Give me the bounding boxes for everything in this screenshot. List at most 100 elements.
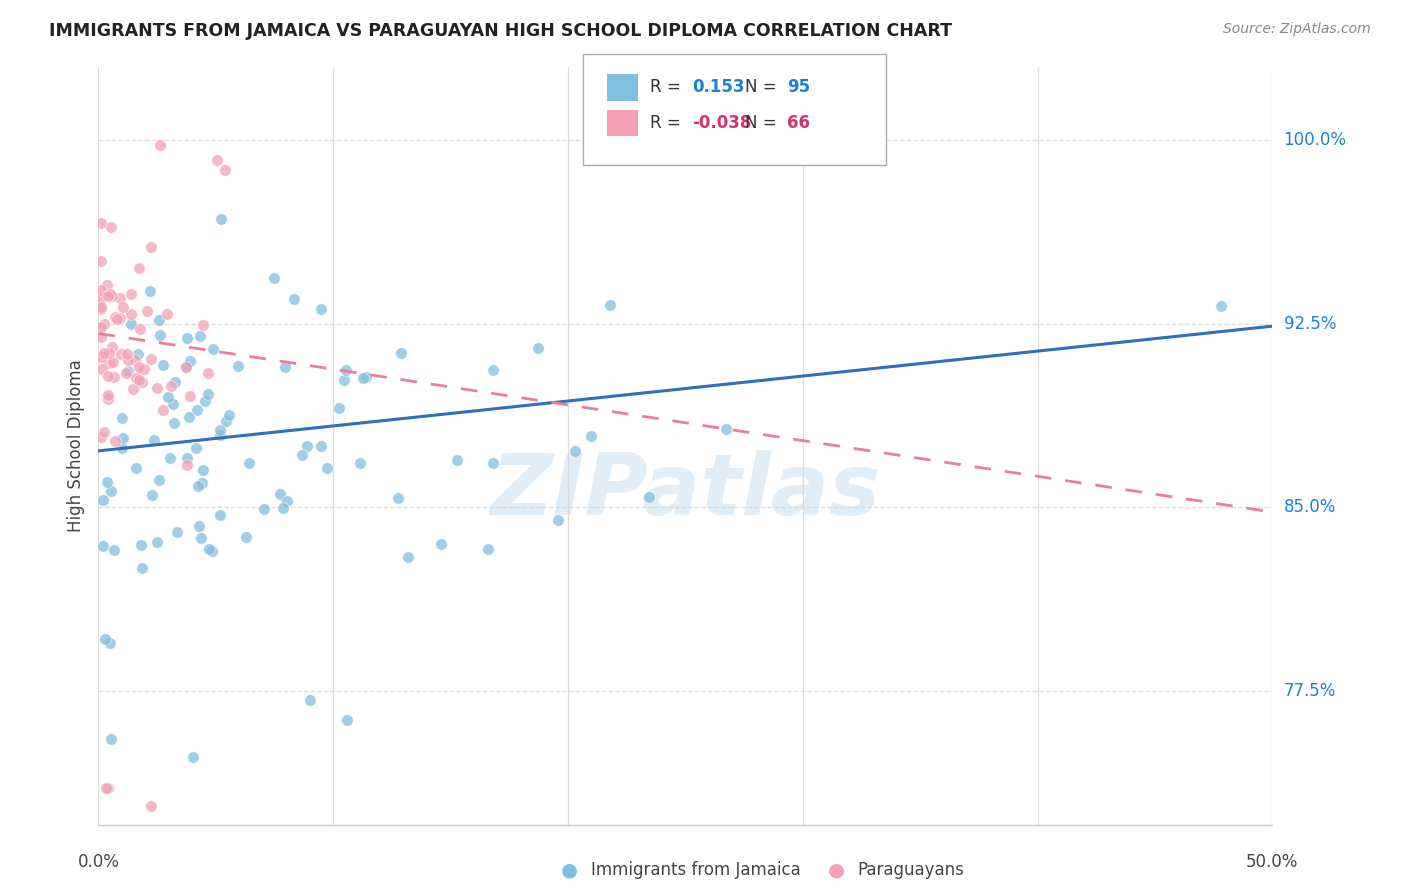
Point	[139, 284, 162, 298]
Point	[599, 298, 621, 312]
Point	[176, 458, 198, 472]
Text: 66: 66	[787, 114, 810, 132]
Text: Immigrants from Jamaica: Immigrants from Jamaica	[591, 861, 800, 879]
Point	[179, 354, 201, 368]
Point	[193, 463, 215, 477]
Point	[94, 781, 117, 796]
Point	[104, 434, 127, 448]
Point	[309, 439, 332, 453]
Point	[389, 345, 412, 359]
Point	[93, 346, 115, 360]
Y-axis label: High School Diploma: High School Diploma	[66, 359, 84, 533]
Point	[131, 561, 153, 575]
Point	[127, 346, 149, 360]
Point	[208, 423, 231, 437]
Point	[90, 300, 112, 314]
Point	[148, 473, 170, 487]
Point	[214, 414, 236, 428]
Text: Paraguayans: Paraguayans	[858, 861, 965, 879]
Point	[352, 371, 374, 385]
Point	[149, 327, 172, 342]
Point	[90, 283, 112, 297]
Point	[209, 428, 232, 442]
Point	[128, 360, 150, 375]
Point	[93, 425, 115, 440]
Point	[179, 389, 201, 403]
Point	[129, 321, 152, 335]
Point	[181, 749, 204, 764]
Point	[97, 392, 120, 406]
Point	[163, 417, 186, 431]
Text: N =: N =	[745, 78, 782, 96]
Point	[96, 475, 118, 489]
Point	[269, 487, 291, 501]
Point	[97, 346, 120, 360]
Point	[98, 287, 121, 301]
Point	[398, 550, 420, 565]
Point	[101, 289, 124, 303]
Point	[120, 286, 142, 301]
Point	[274, 359, 297, 374]
Point	[481, 363, 503, 377]
Point	[146, 381, 169, 395]
Point	[122, 382, 145, 396]
Point	[90, 216, 112, 230]
Point	[209, 211, 232, 226]
Point	[297, 439, 319, 453]
Point	[446, 453, 468, 467]
Point	[141, 798, 163, 813]
Point	[263, 271, 285, 285]
Point	[290, 448, 312, 462]
Point	[186, 402, 208, 417]
Text: ●: ●	[561, 860, 578, 880]
Point	[1209, 300, 1232, 314]
Point	[271, 500, 294, 515]
Text: 0.153: 0.153	[692, 78, 744, 96]
Point	[103, 369, 125, 384]
Point	[354, 369, 377, 384]
Point	[96, 278, 118, 293]
Point	[143, 433, 166, 447]
Point	[527, 341, 550, 355]
Point	[121, 307, 143, 321]
Point	[146, 535, 169, 549]
Point	[100, 219, 122, 234]
Point	[188, 329, 211, 343]
Point	[638, 490, 661, 504]
Point	[298, 693, 321, 707]
Point	[90, 330, 112, 344]
Point	[152, 358, 174, 372]
Point	[197, 387, 219, 401]
Text: -0.038: -0.038	[692, 114, 751, 132]
Point	[238, 456, 260, 470]
Point	[91, 492, 114, 507]
Point	[198, 542, 221, 557]
Point	[177, 410, 200, 425]
Point	[190, 531, 212, 545]
Point	[328, 401, 350, 415]
Text: 77.5%: 77.5%	[1284, 681, 1336, 699]
Text: 0.0%: 0.0%	[77, 853, 120, 871]
Point	[283, 292, 305, 306]
Text: IMMIGRANTS FROM JAMAICA VS PARAGUAYAN HIGH SCHOOL DIPLOMA CORRELATION CHART: IMMIGRANTS FROM JAMAICA VS PARAGUAYAN HI…	[49, 22, 952, 40]
Point	[90, 293, 112, 307]
Point	[117, 364, 139, 378]
Point	[430, 537, 453, 551]
Point	[97, 369, 120, 384]
Point	[110, 441, 132, 455]
Point	[111, 431, 134, 445]
Point	[110, 347, 132, 361]
Point	[128, 373, 150, 387]
Point	[564, 444, 586, 458]
Point	[174, 359, 197, 374]
Point	[112, 300, 135, 314]
Point	[115, 366, 138, 380]
Text: 92.5%: 92.5%	[1284, 315, 1336, 333]
Point	[176, 330, 198, 344]
Point	[139, 352, 162, 367]
Text: 100.0%: 100.0%	[1284, 131, 1347, 149]
Point	[201, 543, 224, 558]
Point	[235, 530, 257, 544]
Point	[547, 513, 569, 527]
Point	[149, 138, 172, 153]
